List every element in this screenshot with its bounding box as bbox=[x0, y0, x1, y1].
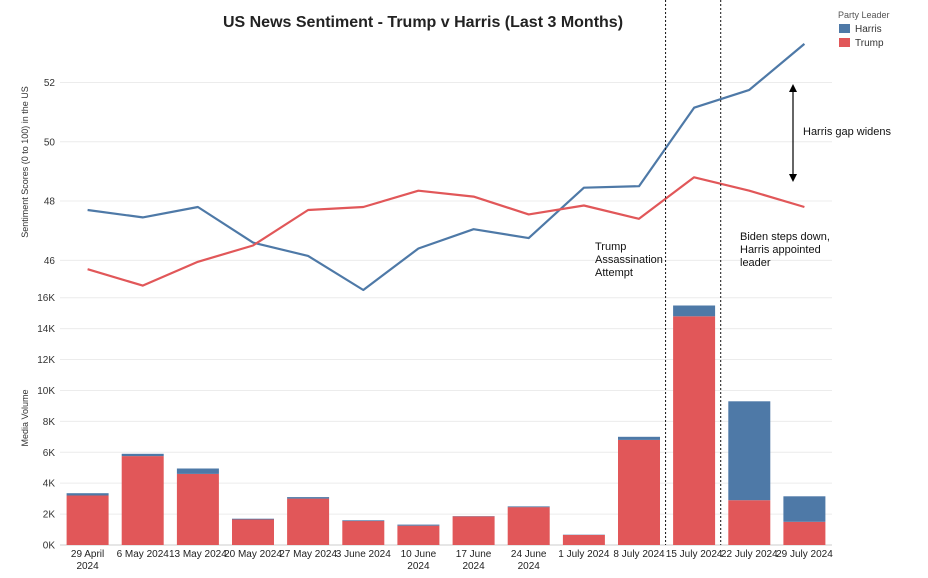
volume-axis-title: Media Volume bbox=[20, 389, 30, 446]
legend-title: Party Leader bbox=[838, 10, 890, 20]
annotation-line: Harris gap widens bbox=[803, 126, 892, 138]
x-tick-label: 29 April bbox=[71, 549, 104, 560]
bar-trump[interactable] bbox=[232, 519, 274, 546]
sentiment-line-trump bbox=[87, 176, 805, 287]
sentiment-y-tick: 48 bbox=[44, 197, 56, 208]
volume-y-ticks: 0K 2K 4K 6K 8K 10K 12K 14K 16K bbox=[37, 293, 55, 551]
legend-label-harris[interactable]: Harris bbox=[855, 24, 882, 35]
volume-y-tick: 12K bbox=[37, 355, 55, 366]
gap-arrow bbox=[789, 84, 797, 182]
annotation-trump-assassination: Trump Assassination Attempt bbox=[595, 241, 663, 279]
x-tick-label: 2024 bbox=[462, 561, 485, 572]
volume-y-tick: 8K bbox=[43, 417, 56, 428]
annotation-harris-gap: Harris gap widens bbox=[803, 126, 892, 138]
annotation-line: Assassination bbox=[595, 254, 663, 266]
x-tick-label: 6 May 2024 bbox=[117, 549, 170, 560]
bar-harris[interactable] bbox=[121, 453, 164, 457]
bar-harris[interactable] bbox=[783, 496, 826, 522]
bar-harris[interactable] bbox=[287, 497, 330, 499]
x-tick-label: 2024 bbox=[407, 561, 430, 572]
sentiment-y-tick: 52 bbox=[44, 78, 56, 89]
volume-gridlines bbox=[60, 297, 832, 546]
sentiment-y-tick: 46 bbox=[44, 256, 56, 267]
bar-harris[interactable] bbox=[342, 520, 385, 522]
bar-harris[interactable] bbox=[507, 506, 550, 508]
bar-trump[interactable] bbox=[121, 456, 164, 545]
annotations: Harris gap widens Trump Assassination Atte… bbox=[595, 84, 892, 279]
chart-title: US News Sentiment - Trump v Harris (Last… bbox=[223, 14, 623, 31]
legend-swatch-harris[interactable] bbox=[839, 24, 850, 33]
sentiment-line-panel: Sentiment Scores (0 to 100) in the US 46… bbox=[20, 43, 832, 292]
sentiment-y-ticks: 46 48 50 52 bbox=[44, 78, 56, 267]
x-tick-label: 3 June 2024 bbox=[336, 549, 391, 560]
annotation-line: leader bbox=[740, 257, 771, 269]
volume-y-tick: 10K bbox=[37, 386, 55, 397]
legend-swatch-trump[interactable] bbox=[839, 38, 850, 47]
bar-trump[interactable] bbox=[397, 525, 440, 545]
bar-harris[interactable] bbox=[728, 401, 771, 501]
x-tick-label: 13 May 2024 bbox=[169, 549, 227, 560]
legend-label-trump[interactable]: Trump bbox=[855, 38, 884, 49]
x-tick-label: 15 July 2024 bbox=[666, 549, 723, 560]
x-tick-label: 24 June bbox=[511, 549, 547, 560]
x-tick-label: 29 July 2024 bbox=[776, 549, 833, 560]
reference-lines bbox=[665, 0, 722, 545]
volume-y-tick: 16K bbox=[37, 293, 55, 304]
annotation-line: Attempt bbox=[595, 267, 633, 279]
volume-y-tick: 0K bbox=[43, 541, 56, 552]
x-tick-label: 1 July 2024 bbox=[558, 549, 610, 560]
bar-trump[interactable] bbox=[287, 498, 330, 545]
bar-trump[interactable] bbox=[728, 500, 771, 545]
sentiment-gridlines bbox=[60, 81, 832, 261]
bar-trump[interactable] bbox=[176, 473, 219, 545]
bar-harris[interactable] bbox=[618, 436, 660, 440]
bar-trump[interactable] bbox=[507, 507, 550, 545]
bar-trump[interactable] bbox=[66, 495, 109, 546]
bar-trump[interactable] bbox=[562, 535, 605, 545]
x-tick-label: 20 May 2024 bbox=[224, 549, 282, 560]
x-tick-label: 8 July 2024 bbox=[613, 549, 665, 560]
x-tick-label: 22 July 2024 bbox=[721, 549, 778, 560]
bar-harris[interactable] bbox=[232, 518, 274, 520]
bar-trump[interactable] bbox=[342, 521, 385, 545]
bar-trump[interactable] bbox=[618, 439, 660, 545]
annotation-biden-steps-down: Biden steps down, Harris appointed leader bbox=[740, 231, 830, 269]
sentiment-line-harris bbox=[87, 43, 806, 292]
volume-y-tick: 4K bbox=[43, 479, 56, 490]
volume-bars bbox=[66, 305, 826, 546]
bar-trump[interactable] bbox=[783, 521, 826, 545]
volume-bar-panel: Media Volume 0K 2K 4K 6K 8K 10K 12K 14K 16K 29 A… bbox=[20, 293, 833, 572]
volume-y-tick: 6K bbox=[43, 448, 56, 459]
sentiment-y-tick: 50 bbox=[44, 137, 56, 148]
bar-harris[interactable] bbox=[397, 524, 440, 526]
bar-trump[interactable] bbox=[452, 516, 495, 545]
x-tick-label: 2024 bbox=[518, 561, 541, 572]
sentiment-axis-title: Sentiment Scores (0 to 100) in the US bbox=[20, 86, 30, 238]
bar-trump[interactable] bbox=[673, 316, 716, 545]
sentiment-series bbox=[87, 43, 806, 292]
x-tick-label: 27 May 2024 bbox=[279, 549, 337, 560]
volume-y-tick: 2K bbox=[43, 510, 56, 521]
annotation-line: Biden steps down, bbox=[740, 231, 830, 243]
annotation-line: Trump bbox=[595, 241, 626, 253]
bar-harris[interactable] bbox=[66, 493, 109, 496]
x-tick-label: 2024 bbox=[76, 561, 99, 572]
annotation-line: Harris appointed bbox=[740, 244, 821, 256]
volume-y-tick: 14K bbox=[37, 324, 55, 335]
bar-harris[interactable] bbox=[176, 468, 219, 474]
x-tick-label: 10 June bbox=[401, 549, 437, 560]
legend: Party Leader Harris Trump bbox=[838, 10, 890, 49]
x-tick-label: 17 June bbox=[456, 549, 492, 560]
bar-harris[interactable] bbox=[673, 305, 716, 317]
